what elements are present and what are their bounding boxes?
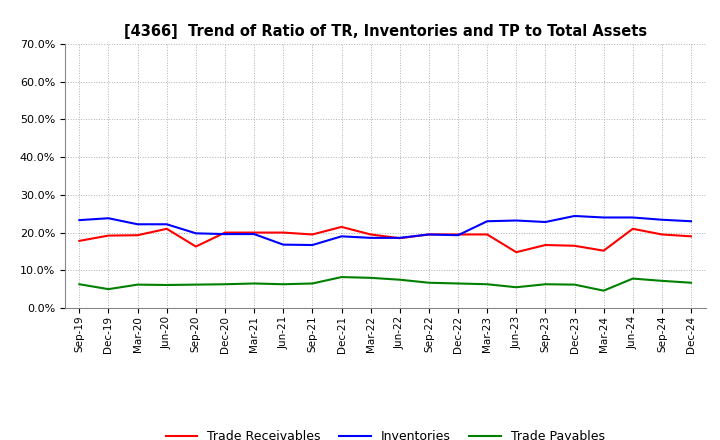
Line: Trade Payables: Trade Payables bbox=[79, 277, 691, 291]
Inventories bbox=[75, 217, 84, 223]
Inventories bbox=[483, 219, 492, 224]
Inventories bbox=[570, 213, 579, 219]
Trade Payables bbox=[220, 282, 229, 287]
Trade Payables bbox=[454, 281, 462, 286]
Trade Receivables bbox=[629, 226, 637, 231]
Trade Payables bbox=[599, 288, 608, 293]
Trade Payables bbox=[570, 282, 579, 287]
Inventories bbox=[279, 242, 287, 247]
Trade Payables bbox=[687, 280, 696, 286]
Trade Receivables bbox=[75, 238, 84, 243]
Trade Payables bbox=[250, 281, 258, 286]
Trade Receivables bbox=[133, 233, 142, 238]
Title: [4366]  Trend of Ratio of TR, Inventories and TP to Total Assets: [4366] Trend of Ratio of TR, Inventories… bbox=[124, 24, 647, 39]
Inventories bbox=[104, 216, 113, 221]
Trade Payables bbox=[657, 278, 666, 283]
Inventories bbox=[192, 231, 200, 236]
Trade Payables bbox=[483, 282, 492, 287]
Trade Receivables bbox=[454, 232, 462, 237]
Trade Receivables bbox=[483, 232, 492, 237]
Trade Receivables bbox=[220, 230, 229, 235]
Inventories bbox=[541, 220, 550, 225]
Trade Receivables bbox=[657, 232, 666, 237]
Legend: Trade Receivables, Inventories, Trade Payables: Trade Receivables, Inventories, Trade Pa… bbox=[161, 425, 610, 440]
Trade Receivables bbox=[366, 232, 375, 237]
Inventories bbox=[599, 215, 608, 220]
Inventories bbox=[366, 235, 375, 241]
Trade Receivables bbox=[104, 233, 113, 238]
Trade Payables bbox=[308, 281, 317, 286]
Inventories bbox=[133, 222, 142, 227]
Trade Receivables bbox=[308, 232, 317, 237]
Trade Payables bbox=[366, 275, 375, 280]
Trade Payables bbox=[337, 275, 346, 280]
Line: Trade Receivables: Trade Receivables bbox=[79, 227, 691, 252]
Trade Receivables bbox=[599, 248, 608, 253]
Inventories bbox=[250, 231, 258, 237]
Trade Receivables bbox=[687, 234, 696, 239]
Trade Receivables bbox=[279, 230, 287, 235]
Inventories bbox=[657, 217, 666, 222]
Trade Payables bbox=[395, 277, 404, 282]
Inventories bbox=[308, 242, 317, 248]
Inventories bbox=[512, 218, 521, 223]
Inventories bbox=[629, 215, 637, 220]
Trade Receivables bbox=[541, 242, 550, 248]
Trade Receivables bbox=[512, 249, 521, 255]
Inventories bbox=[687, 219, 696, 224]
Trade Receivables bbox=[192, 244, 200, 249]
Trade Receivables bbox=[425, 232, 433, 237]
Inventories bbox=[454, 233, 462, 238]
Line: Inventories: Inventories bbox=[79, 216, 691, 245]
Trade Receivables bbox=[570, 243, 579, 249]
Trade Receivables bbox=[163, 226, 171, 231]
Trade Payables bbox=[512, 285, 521, 290]
Trade Payables bbox=[192, 282, 200, 287]
Inventories bbox=[220, 231, 229, 237]
Trade Payables bbox=[425, 280, 433, 286]
Inventories bbox=[163, 222, 171, 227]
Trade Payables bbox=[104, 286, 113, 292]
Trade Payables bbox=[629, 276, 637, 281]
Trade Payables bbox=[75, 282, 84, 287]
Trade Receivables bbox=[337, 224, 346, 230]
Trade Receivables bbox=[395, 235, 404, 241]
Trade Payables bbox=[541, 282, 550, 287]
Trade Payables bbox=[279, 282, 287, 287]
Trade Receivables bbox=[250, 230, 258, 235]
Inventories bbox=[337, 234, 346, 239]
Inventories bbox=[395, 235, 404, 241]
Inventories bbox=[425, 232, 433, 237]
Trade Payables bbox=[163, 282, 171, 288]
Trade Payables bbox=[133, 282, 142, 287]
